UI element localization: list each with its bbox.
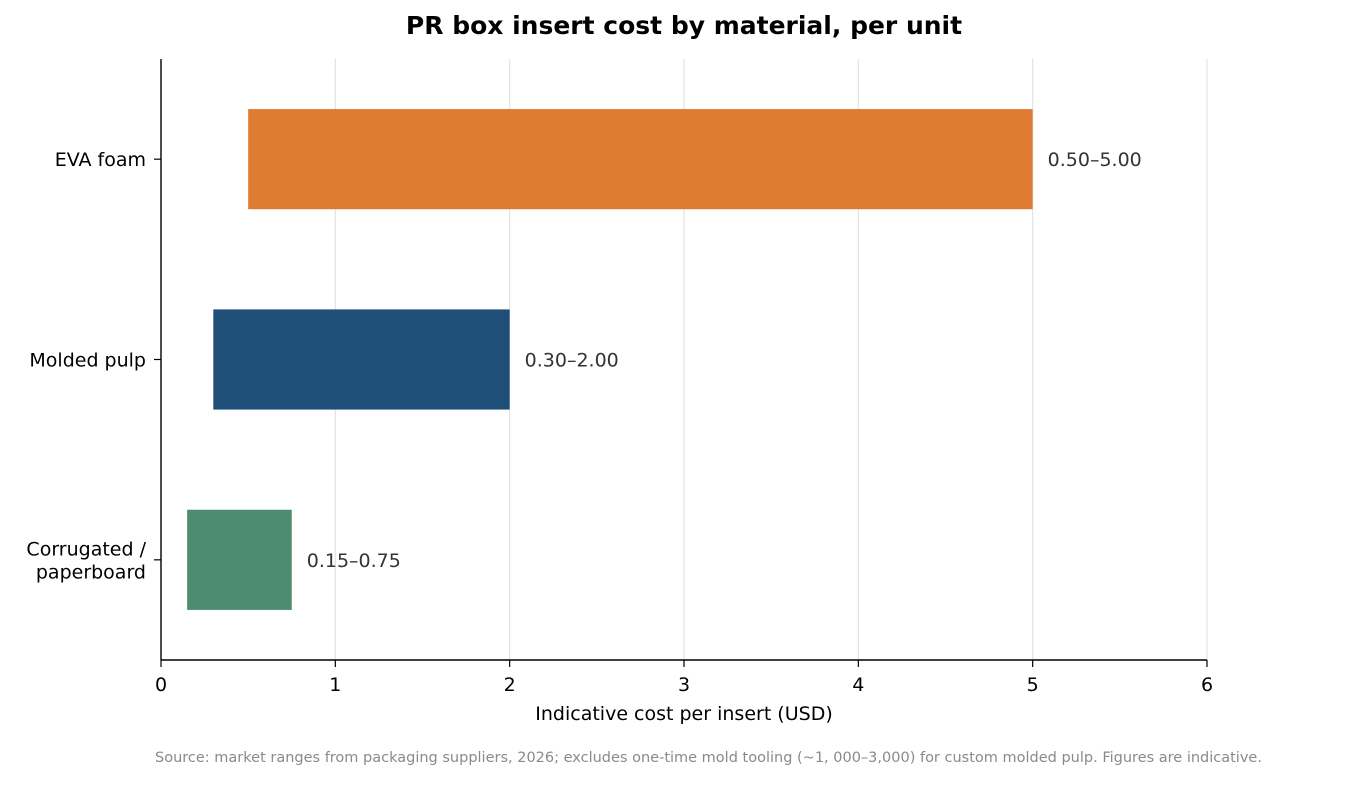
source-note: Source: market ranges from packaging sup…: [155, 750, 1262, 766]
bar: [213, 309, 510, 410]
bar: [248, 109, 1033, 210]
y-category-label: paperboard: [36, 561, 146, 583]
x-tick-label: 5: [1027, 674, 1039, 696]
bar-value-label: 0.15–0.75: [307, 550, 401, 572]
chart-title: PR box insert cost by material, per unit: [406, 11, 962, 40]
bar: [187, 509, 292, 610]
y-category-labels: EVA foam Molded pulp Corrugated /paperboar…: [26, 149, 161, 583]
x-ticks: 0 1 2 3 4 5 6: [155, 660, 1213, 696]
x-axis-label: Indicative cost per insert (USD): [535, 703, 832, 725]
x-tick-label: 3: [678, 674, 690, 696]
x-tick-label: 0: [155, 674, 167, 696]
y-category-label: Corrugated /: [26, 538, 146, 560]
x-tick-label: 2: [504, 674, 516, 696]
x-tick-label: 1: [329, 674, 341, 696]
x-tick-label: 4: [852, 674, 864, 696]
y-category-label: Molded pulp: [29, 350, 146, 372]
x-tick-label: 6: [1201, 674, 1213, 696]
bar-value-label: 0.50–5.00: [1048, 149, 1142, 171]
bar-value-label: 0.30–2.00: [525, 350, 619, 372]
bars: 0.50–5.00 0.30–2.00 0.15–0.75: [187, 109, 1142, 610]
y-category-label: EVA foam: [55, 149, 146, 171]
